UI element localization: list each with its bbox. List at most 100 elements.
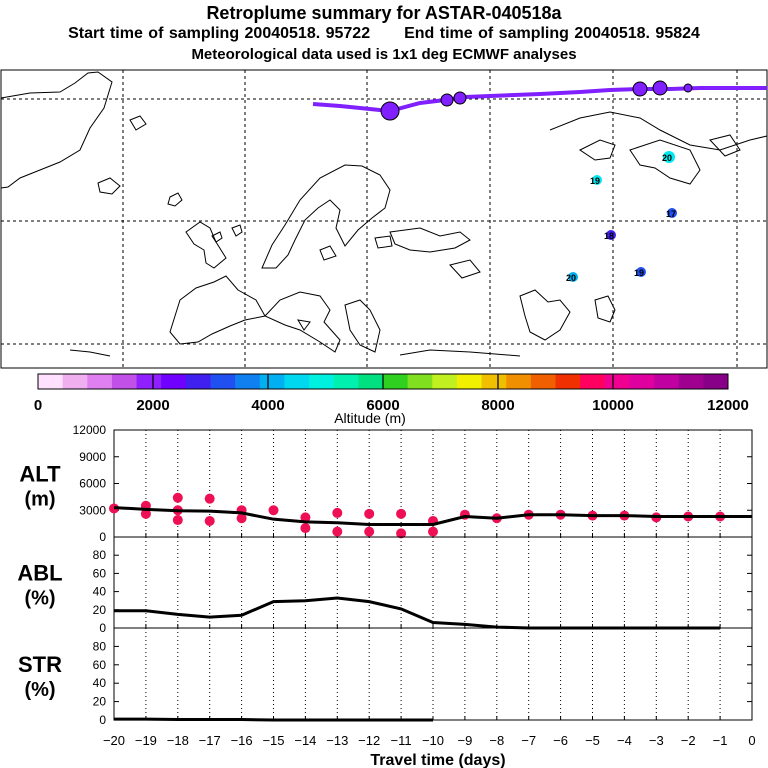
panel-unit-label: (m) [24,489,55,511]
x-tick-label: −1 [713,733,728,748]
colorbar-swatch [555,374,581,389]
y-tick-label: 40 [93,676,107,690]
altitude-line [113,506,752,527]
altitude-cluster-point [204,515,215,526]
colorbar-swatch [259,374,285,389]
colorbar-swatch [136,374,162,389]
colorbar-tick-label: 2000 [136,397,169,414]
x-axis-tick-labels: −20 −19 −18 −17 −16 −15 −14 −13 −12 −11 −10 −9 −8 −7−… [103,733,756,748]
x-tick-label: −13 [326,733,348,748]
colorbar-swatch [62,374,88,389]
cluster-label: 19 [634,268,644,278]
panel-unit-label: (%) [24,679,55,701]
altitude-cluster-point [396,528,407,539]
plume-cluster-marker [440,93,454,107]
cluster-label: 17 [666,209,676,219]
start-time-label: Start time of sampling 20040518. 95722 [68,25,371,42]
altitude-cluster-point [300,512,311,523]
x-tick-label: −17 [199,733,221,748]
x-tick-label: −6 [553,733,568,748]
y-tick-label: 0 [99,530,106,544]
x-tick-label: −16 [231,733,253,748]
panel-label: ABL [17,561,62,586]
colorbar-swatch [111,374,138,389]
chart-title: Retroplume summary for ASTAR-040518a [206,3,562,23]
y-tick-label: 0 [99,621,106,635]
cluster-label: 19 [590,176,600,186]
colorbar-swatch [210,374,236,389]
x-tick-label: −9 [457,733,472,748]
x-tick-label: −4 [617,733,632,748]
colorbar-tick-label: 0 [34,397,42,414]
y-tick-label: 20 [93,695,107,709]
colorbar-tick-label: 10000 [592,397,634,414]
colorbar-swatch [432,374,458,389]
colorbar-swatch [456,374,483,389]
plume-cluster-marker [632,81,648,97]
cluster-dot [606,230,616,240]
altitude-cluster-point [396,508,407,519]
altitude-colorbar [37,373,729,390]
altitude-cluster-point [332,507,343,518]
y-tick-label: 12000 [73,423,107,437]
coastlines [0,71,768,357]
colorbar-tick-labels: 0 2000 4000 6000 8000 10000 12000 [34,397,749,414]
x-tick-label: −18 [167,733,189,748]
x-tick-label: −3 [649,733,664,748]
altitude-cluster-point [364,526,375,537]
x-tick-label: −15 [262,733,284,748]
cluster-dot [636,267,646,277]
colorbar-swatch [87,374,113,389]
colorbar-tick-label: 4000 [251,397,284,414]
altitude-cluster-point [236,513,247,524]
cluster-dot [568,272,578,282]
trajectory-map: 20 19 17 18 20 19 [0,69,768,369]
altitude-cluster-point [172,515,183,526]
altitude-cluster-point [268,505,279,516]
x-tick-label: −20 [103,733,125,748]
x-tick-label: −10 [422,733,444,748]
y-tick-label: 60 [93,658,107,672]
panel-label: ALT [19,462,61,487]
x-tick-label: −7 [521,733,536,748]
y-tick-label: 80 [93,639,107,653]
colorbar-swatch [284,374,310,389]
altitude-cluster-point [364,508,375,519]
cluster-label: 18 [604,231,614,241]
x-tick-label: −19 [135,733,157,748]
colorbar-swatch [309,374,335,389]
map-cluster-labels: 20 19 17 18 20 19 [566,151,677,283]
colorbar-title: Altitude (m) [334,410,406,426]
y-tick-label: 9000 [79,450,106,464]
altitude-cluster-point [332,526,343,537]
colorbar-swatch [580,374,606,389]
panel-unit-label: (%) [24,588,55,610]
plume-cluster-marker [683,83,693,93]
y-tick-label: 20 [93,603,107,617]
x-tick-label: −11 [391,733,412,748]
colorbar-swatch [506,374,532,389]
end-time-label: End time of sampling 20040518. 95824 [404,25,700,42]
colorbar-swatch [654,374,680,389]
colorbar-swatch [629,374,655,389]
colorbar-tick-label: 12000 [707,397,749,414]
colorbar-tick-label: 6000 [366,397,399,414]
met-data-label: Meteorological data used is 1x1 deg ECMW… [191,46,577,63]
colorbar-swatch [678,374,704,389]
plume-cluster-marker [453,91,467,105]
colorbar-swatch [383,374,409,389]
y-tick-label: 80 [93,548,107,562]
x-tick-label: −14 [294,733,316,748]
colorbar-swatch [38,374,64,389]
colorbar-swatch [333,374,359,389]
cluster-dot [667,208,677,218]
y-tick-label: 6000 [79,477,106,491]
y-tick-label: 40 [93,585,107,599]
colorbar-swatch [235,374,261,389]
colorbar-swatch [407,374,433,389]
colorbar-tick-label: 8000 [481,397,514,414]
cluster-dot [663,151,675,163]
x-axis-label: Travel time (days) [370,752,505,768]
x-tick-label: 0 [748,733,755,748]
